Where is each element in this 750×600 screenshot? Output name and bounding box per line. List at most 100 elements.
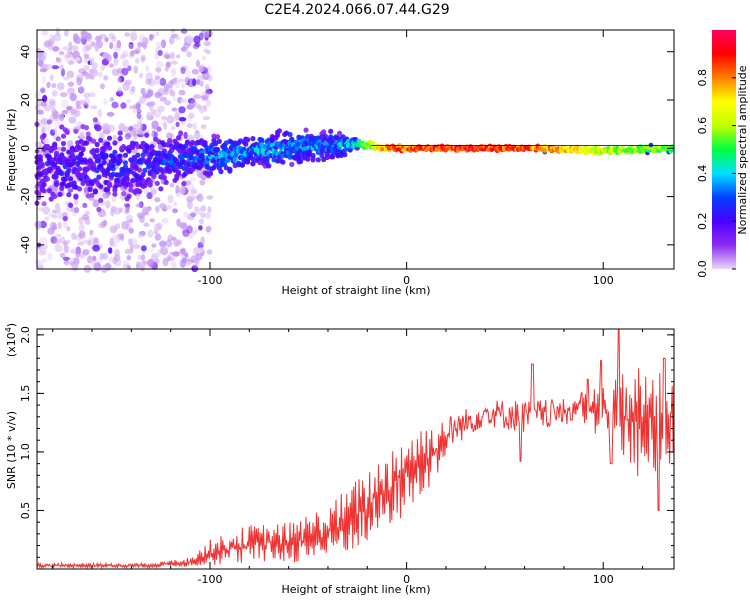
spectral-cell (46, 81, 51, 89)
spectral-cell (154, 91, 162, 99)
spectral-cell (155, 67, 160, 73)
spectral-cell (123, 203, 130, 208)
spectral-cell (170, 28, 176, 33)
spectral-cell (137, 188, 143, 195)
spectral-cell (138, 115, 143, 121)
spectral-cell (186, 182, 195, 191)
spectral-cell (61, 109, 69, 115)
spectral-cell (77, 86, 85, 94)
spectral-cell (92, 199, 100, 208)
spectral-cell (158, 186, 164, 192)
spectral-cell (78, 223, 85, 233)
spectral-cell (275, 132, 281, 138)
spectral-cell (59, 64, 65, 70)
spectral-cell (192, 78, 197, 87)
spectral-cell (173, 201, 178, 207)
spectral-cell (175, 185, 180, 194)
spectral-cell (142, 188, 150, 194)
spectral-cell (232, 157, 238, 163)
spectral-cell (147, 229, 154, 238)
spectral-cell (172, 239, 181, 247)
spectral-cell (194, 258, 200, 267)
spectral-cell (79, 251, 86, 259)
spectral-cell (164, 54, 170, 59)
spectral-cell (186, 35, 194, 45)
spectral-cell (195, 207, 203, 215)
spectral-cell (183, 211, 188, 218)
spectral-cell (41, 29, 49, 36)
spectral-cell (180, 67, 186, 75)
spectral-cell (243, 141, 249, 147)
spectral-cell (178, 106, 186, 114)
spectral-cell (128, 182, 134, 189)
spectral-cell (78, 99, 86, 105)
spectral-cell (73, 36, 82, 45)
spectral-cell (52, 222, 58, 230)
spectral-cell (206, 195, 214, 200)
spectral-cell (298, 158, 304, 165)
spectral-cell (117, 135, 123, 142)
spectral-cell (43, 104, 52, 112)
spectral-cell (174, 175, 180, 181)
spectral-cell (126, 148, 132, 154)
spectral-cell (182, 229, 190, 238)
spectral-cell (155, 61, 164, 68)
spectral-cell (110, 266, 116, 271)
spectral-cell (67, 60, 74, 65)
spectral-cell (145, 78, 152, 85)
spectral-cell (64, 53, 70, 63)
spectral-cell (191, 69, 199, 75)
spectral-cell (74, 207, 79, 213)
spectral-cell (138, 34, 147, 43)
spectral-cell (127, 238, 133, 246)
spectral-cell (148, 33, 154, 41)
spectral-cell (189, 212, 196, 218)
spectral-cell (606, 145, 611, 150)
spectral-cell (142, 167, 148, 173)
spectrogram-marks (33, 27, 675, 273)
spectral-cell (174, 35, 181, 40)
spectral-cell (198, 32, 204, 41)
spectral-cell (276, 128, 282, 134)
spectral-cell (36, 264, 44, 270)
spectral-cell (179, 258, 187, 266)
spectral-cell (46, 187, 53, 194)
spectral-cell (149, 218, 156, 223)
spectral-cell (147, 248, 155, 253)
spectral-cell (140, 245, 147, 252)
spectral-cell (155, 41, 164, 48)
spectral-cell (75, 57, 81, 62)
colorbar-tick-label: 0.4 (696, 165, 709, 183)
spectral-cell (85, 131, 91, 137)
spectral-cell (303, 127, 309, 133)
spectral-cell (59, 252, 66, 258)
spectral-cell (187, 78, 196, 88)
snr-series-line (36, 328, 675, 570)
spectral-cell (103, 75, 109, 81)
spectral-cell (112, 240, 117, 248)
spectral-cell (147, 179, 153, 185)
spectral-cell (120, 233, 125, 241)
spectral-cell (78, 216, 84, 225)
spectral-cell (63, 259, 70, 266)
spectral-cell (59, 170, 65, 177)
spectral-cell (185, 180, 192, 186)
spectral-cell (106, 145, 113, 151)
spectral-cell (99, 83, 106, 90)
spectral-cell (122, 152, 129, 158)
spectral-cell (70, 206, 75, 213)
figure-title: C2E4.2024.066.07.44.G29 (264, 2, 449, 18)
spectral-cell (154, 233, 162, 241)
spectral-cell (200, 124, 207, 129)
spectral-cell (184, 76, 190, 84)
spectral-cell (94, 124, 102, 132)
spectral-cell (129, 238, 138, 245)
y-tick-label: 1.5 (19, 385, 32, 403)
spectral-cell (73, 128, 79, 134)
spectral-cell (59, 51, 65, 56)
spectral-cell (190, 99, 198, 107)
spectral-cell (112, 140, 118, 146)
spectral-cell (143, 222, 150, 227)
spectral-cell (207, 206, 212, 213)
spectral-cell (51, 65, 60, 70)
